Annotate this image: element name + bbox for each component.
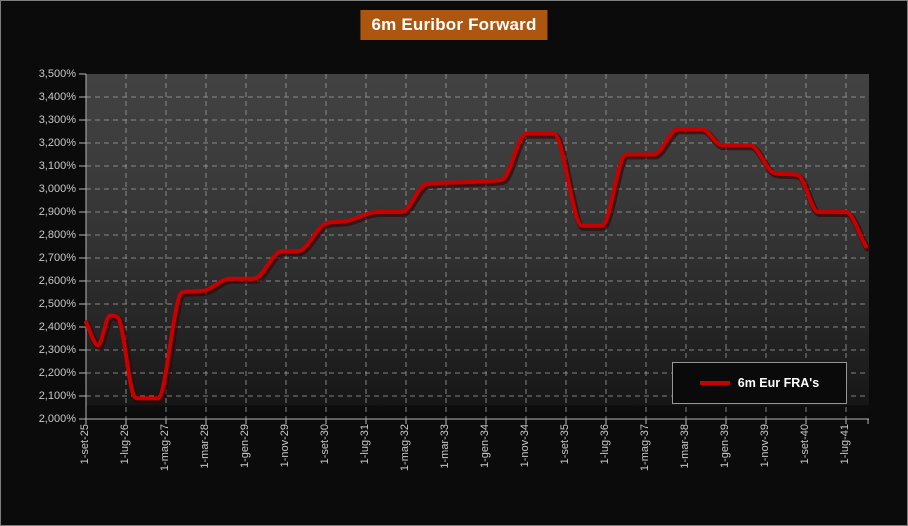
x-tick-label: 1-mar-33 bbox=[439, 424, 451, 469]
legend-line-swatch bbox=[699, 381, 730, 385]
y-tick-label: 2,600% bbox=[38, 275, 76, 287]
x-tick-label: 1-gen-34 bbox=[479, 424, 491, 469]
y-tick-label: 2,900% bbox=[38, 206, 76, 218]
x-tick-label: 1-mag-32 bbox=[399, 424, 411, 472]
x-tick-label: 1-lug-41 bbox=[839, 424, 851, 465]
plot-area bbox=[86, 74, 869, 419]
x-tick-label: 1-mag-27 bbox=[159, 424, 171, 472]
x-tick-label: 1-gen-39 bbox=[719, 424, 731, 469]
y-tick-label: 2,400% bbox=[38, 321, 76, 333]
x-tick-label: 1-mar-28 bbox=[199, 424, 211, 469]
x-tick-label: 1-set-30 bbox=[319, 424, 331, 465]
x-tick-label: 1-lug-26 bbox=[119, 424, 131, 465]
y-tick-label: 3,300% bbox=[38, 114, 76, 126]
y-tick-label: 2,300% bbox=[38, 344, 76, 356]
y-tick-label: 3,500% bbox=[38, 68, 76, 80]
legend: 6m Eur FRA's bbox=[672, 362, 847, 404]
x-tick-label: 1-mag-37 bbox=[639, 424, 651, 472]
y-tick-label: 2,700% bbox=[38, 252, 76, 264]
y-tick-label: 3,200% bbox=[38, 137, 76, 149]
legend-label: 6m Eur FRA's bbox=[737, 376, 820, 390]
y-tick-label: 3,400% bbox=[38, 91, 76, 103]
y-tick-label: 2,800% bbox=[38, 229, 76, 241]
y-tick-label: 2,200% bbox=[38, 367, 76, 379]
x-tick-label: 1-nov-39 bbox=[759, 424, 771, 468]
chart-title: 6m Euribor Forward bbox=[360, 10, 548, 40]
x-tick-label: 1-set-25 bbox=[79, 424, 91, 465]
x-tick-label: 1-mar-38 bbox=[679, 424, 691, 469]
x-tick-label: 1-gen-29 bbox=[239, 424, 251, 469]
y-tick-label: 3,100% bbox=[38, 160, 76, 172]
x-tick-label: 1-nov-34 bbox=[519, 424, 531, 468]
x-tick-label: 1-nov-29 bbox=[279, 424, 291, 468]
x-tick-label: 1-set-35 bbox=[559, 424, 571, 465]
x-tick-label: 1-lug-31 bbox=[359, 424, 371, 465]
y-tick-label: 3,000% bbox=[38, 183, 76, 195]
y-tick-label: 2,500% bbox=[38, 298, 76, 310]
y-tick-label: 2,100% bbox=[38, 390, 76, 402]
y-tick-label: 2,000% bbox=[38, 413, 76, 425]
x-tick-label: 1-lug-36 bbox=[599, 424, 611, 465]
x-tick-label: 1-set-40 bbox=[799, 424, 811, 465]
